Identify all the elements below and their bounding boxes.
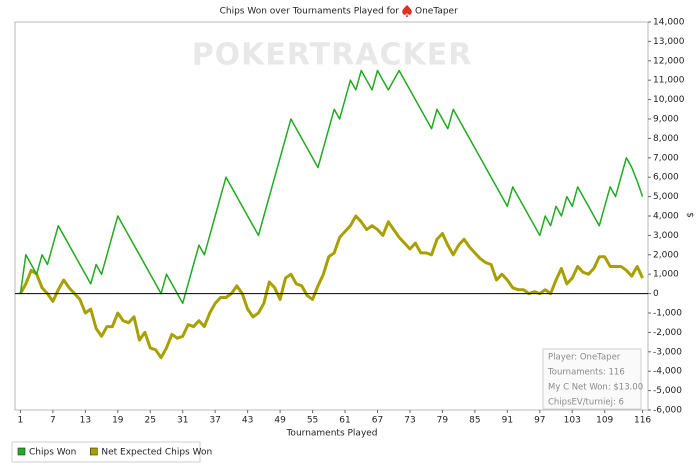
y-tick-label: 10,000 (653, 95, 685, 105)
y-tick-label: -1,000 (653, 309, 682, 319)
y-tick-label: 6,000 (653, 173, 679, 183)
series-line (19, 69, 644, 305)
y-tick-label: 5,000 (653, 192, 679, 202)
chart-title: Chips Won over Tournaments Played for (220, 7, 400, 17)
watermark: POKERTRACKER (192, 38, 473, 73)
y-tick-label: 12,000 (653, 56, 685, 66)
y-tick-label: -2,000 (653, 328, 682, 338)
y-tick-label: 8,000 (653, 134, 679, 144)
player-name: OneTaper (415, 7, 458, 17)
y-tick-label: 4,000 (653, 212, 679, 222)
y-tick-label: 11,000 (653, 76, 685, 86)
x-tick-label: 13 (80, 416, 91, 426)
x-tick-label: 116 (634, 416, 651, 426)
legend-box (11, 441, 201, 463)
y-tick-label: 0 (653, 289, 659, 299)
info-line: Tournaments: 116 (547, 368, 625, 378)
y-tick-label: 9,000 (653, 115, 679, 125)
x-tick-label: 7 (50, 416, 56, 426)
plot-area (14, 21, 649, 411)
x-tick-label: 43 (242, 416, 253, 426)
x-axis-label: Tournaments Played (285, 429, 377, 439)
x-tick-label: 61 (339, 416, 350, 426)
info-line: My C Net Won: $13.00 (548, 383, 643, 393)
x-tick-label: 97 (534, 416, 545, 426)
y-tick-label: 14,000 (653, 18, 685, 28)
legend-label: Net Expected Chips Won (101, 448, 212, 458)
x-tick-label: 109 (596, 416, 613, 426)
x-tick-label: 37 (209, 416, 220, 426)
y-tick-label: -4,000 (653, 367, 682, 377)
y-axis-label: $ (685, 212, 695, 218)
x-tick-label: 73 (404, 416, 415, 426)
x-tick-label: 91 (502, 416, 513, 426)
x-tick-label: 79 (437, 416, 449, 426)
x-tick-label: 31 (177, 416, 188, 426)
x-tick-label: 19 (112, 416, 124, 426)
x-tick-label: 49 (274, 416, 286, 426)
legend-label: Chips Won (29, 448, 76, 458)
x-tick-label: 1 (18, 416, 24, 426)
x-tick-label: 55 (307, 416, 318, 426)
x-tick-label: 67 (372, 416, 383, 426)
info-box (542, 348, 642, 410)
y-tick-label: -6,000 (653, 406, 682, 416)
y-tick-label: 1,000 (653, 270, 679, 280)
info-line: ChipsEV/turniej: 6 (548, 398, 624, 408)
x-tick-label: 25 (145, 416, 156, 426)
y-tick-label: -5,000 (653, 386, 682, 396)
y-tick-label: 3,000 (653, 231, 679, 241)
player-icon (402, 5, 412, 17)
y-tick-label: 7,000 (653, 153, 679, 163)
x-tick-label: 85 (469, 416, 480, 426)
y-tick-label: 13,000 (653, 37, 685, 47)
y-tick-label: 2,000 (653, 250, 679, 260)
info-line: Player: OneTaper (548, 353, 621, 363)
legend-swatch (90, 447, 98, 456)
y-tick-label: -3,000 (653, 347, 682, 357)
legend-swatch (17, 447, 26, 456)
x-tick-label: 103 (564, 416, 581, 426)
